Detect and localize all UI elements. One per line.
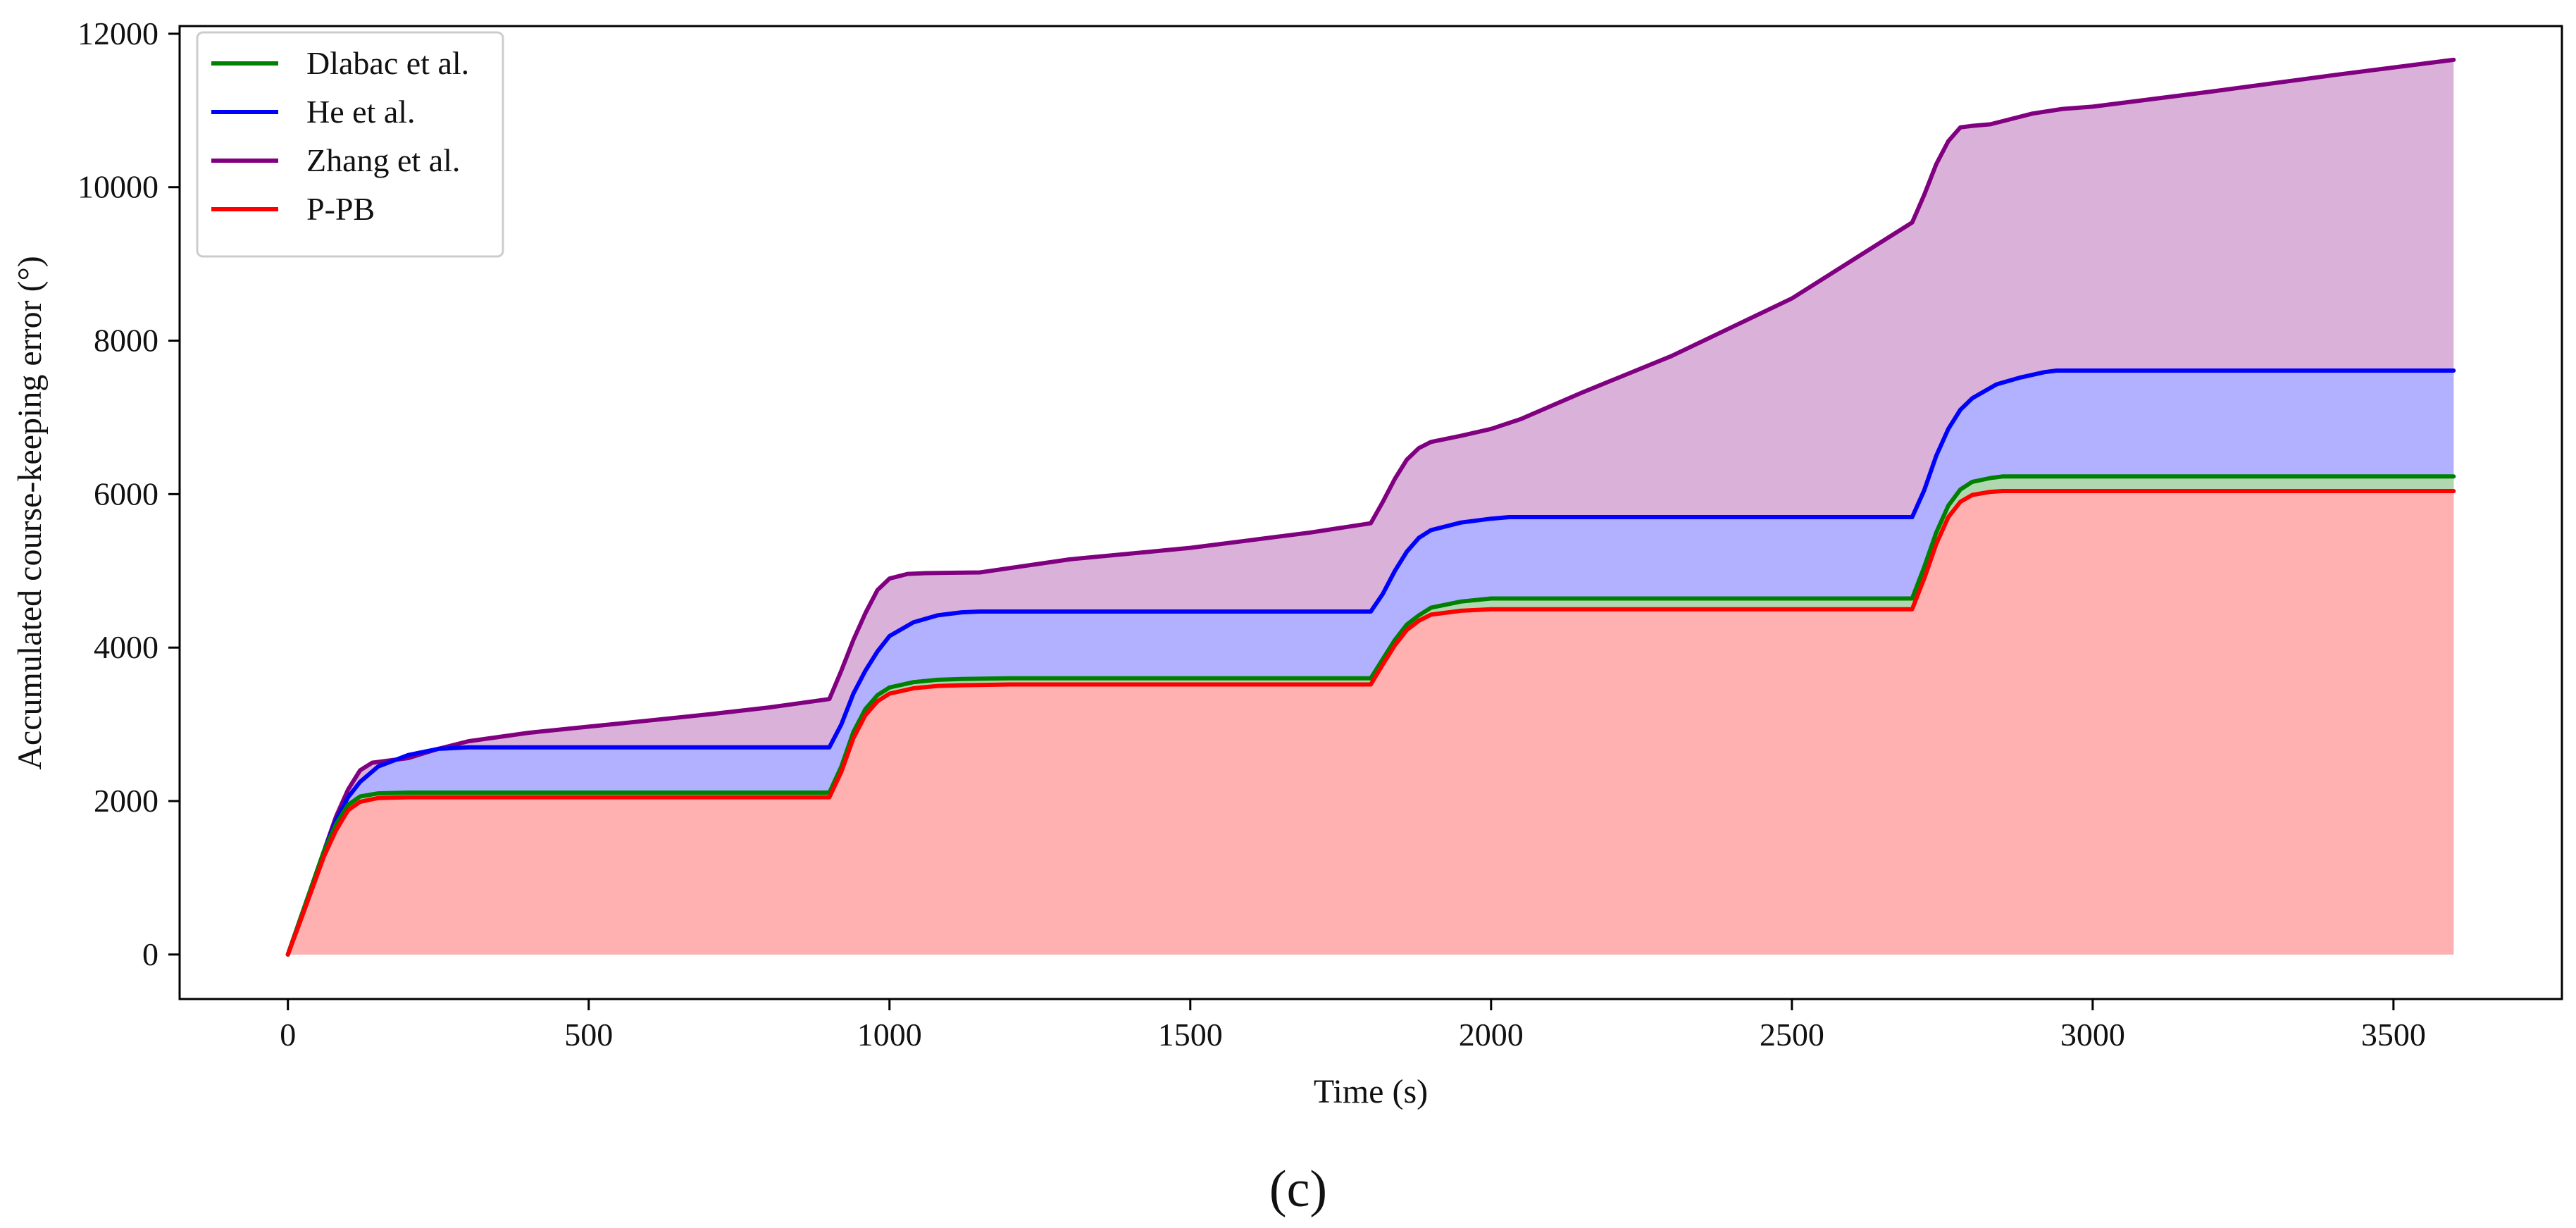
y-axis-ticks: 0 2000 4000 6000 8000 10000 12000 xyxy=(77,15,180,972)
y-tick-label: 8000 xyxy=(94,323,158,359)
area-p-pb xyxy=(287,491,2454,955)
area-fills xyxy=(287,59,2454,955)
x-tick-label: 500 xyxy=(564,1017,613,1053)
legend-box xyxy=(196,31,504,258)
y-tick-label: 4000 xyxy=(94,629,158,665)
plot-frame xyxy=(178,25,2563,1000)
x-axis-ticks: 0 500 1000 1500 2000 2500 3000 3500 xyxy=(280,999,2426,1053)
y-tick-label: 12000 xyxy=(77,15,158,51)
legend-label-p-pb: P-PB xyxy=(306,191,375,227)
x-tick-label: 2000 xyxy=(1459,1017,1524,1053)
legend: Dlabac et al. He et al. Zhang et al. P-PB xyxy=(196,31,504,258)
y-tick-label: 6000 xyxy=(94,476,158,511)
x-tick-label: 0 xyxy=(280,1017,296,1053)
y-axis-title: Accumulated course-keeping error (°) xyxy=(11,256,49,770)
series-lines xyxy=(285,57,2456,957)
legend-label-zhang-et-al: Zhang et al. xyxy=(306,142,460,178)
legend-label-dlabac-et-al: Dlabac et al. xyxy=(306,45,469,81)
line-dlabac-et-al xyxy=(285,474,2456,957)
y-tick-label: 10000 xyxy=(77,169,158,205)
x-tick-label: 2500 xyxy=(1760,1017,1824,1053)
x-tick-label: 3500 xyxy=(2361,1017,2426,1053)
x-tick-label: 3000 xyxy=(2060,1017,2125,1053)
x-tick-label: 1000 xyxy=(857,1017,922,1053)
y-tick-label: 2000 xyxy=(94,783,158,819)
legend-label-he-et-al: He et al. xyxy=(306,94,416,130)
x-tick-label: 1500 xyxy=(1158,1017,1223,1053)
x-axis-title: Time (s) xyxy=(1314,1073,1428,1110)
line-he-et-al xyxy=(285,368,2456,957)
y-tick-label: 0 xyxy=(142,936,158,972)
figure-caption: (c) xyxy=(1269,1160,1327,1218)
line-p-pb xyxy=(285,489,2456,957)
